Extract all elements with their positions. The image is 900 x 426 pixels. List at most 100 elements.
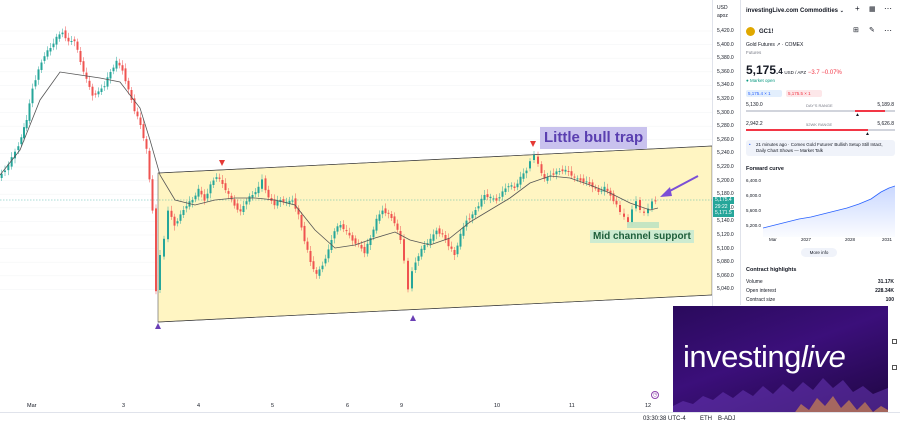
price-chart[interactable] bbox=[0, 0, 712, 412]
candle-body bbox=[324, 258, 327, 264]
time-tick-label: 5 bbox=[271, 403, 275, 409]
fc-tick-0: 6,400.0 bbox=[746, 178, 762, 183]
time-axis[interactable]: Mar 3 4 5 6 9 10 11 12 bbox=[0, 400, 712, 414]
chevron-down-icon[interactable]: ⌄ bbox=[839, 8, 844, 14]
replay-icon[interactable]: ◷ bbox=[651, 391, 659, 399]
candle-body bbox=[103, 86, 106, 88]
instrument-type: Futures bbox=[746, 50, 762, 55]
contract-highlights-title: Contract highlights bbox=[746, 267, 797, 273]
toolbar-icon-2[interactable] bbox=[892, 365, 897, 370]
volume-label: Volume bbox=[746, 279, 763, 285]
status-bar: 03:30:38 UTC-4 ETH B-ADJ bbox=[0, 412, 900, 426]
candle-body bbox=[7, 164, 10, 171]
candle-body bbox=[282, 199, 285, 203]
candle-body bbox=[567, 171, 570, 172]
time-tick-label: Mar bbox=[27, 403, 37, 409]
candle-body bbox=[603, 186, 606, 192]
candle-body bbox=[333, 231, 336, 239]
week52-high: 5,626.8 bbox=[877, 121, 894, 127]
candle-body bbox=[251, 195, 254, 198]
symbol-name[interactable]: GC1! bbox=[759, 29, 774, 35]
second-price-tag: 5,171.5 bbox=[713, 210, 734, 217]
symbol-details-panel: investingLive.com Commodities ⌄ + ▦ ⋯ GC… bbox=[740, 0, 900, 305]
candle-body bbox=[492, 198, 495, 200]
candle-body bbox=[0, 173, 3, 178]
forward-curve-chart[interactable] bbox=[763, 175, 895, 237]
candle-body bbox=[561, 169, 564, 172]
candle-body bbox=[351, 235, 354, 241]
candle-body bbox=[600, 190, 603, 192]
toolbar-icon-1[interactable] bbox=[892, 339, 897, 344]
edit-icon[interactable]: ✎ bbox=[869, 27, 875, 34]
fc-tick-3: 5,200.0 bbox=[746, 223, 762, 228]
candle-body bbox=[179, 214, 182, 221]
candle-body bbox=[407, 260, 409, 290]
candle-body bbox=[459, 233, 462, 247]
candle-body bbox=[522, 173, 525, 179]
week52-low: 2,942.2 bbox=[746, 121, 763, 127]
candle-body bbox=[342, 224, 345, 230]
candle-body bbox=[513, 186, 516, 188]
status-time[interactable]: 03:30:38 UTC-4 bbox=[643, 416, 686, 422]
candle-body bbox=[61, 32, 64, 35]
days-range-label: DAY'S RANGE bbox=[806, 103, 833, 108]
grid-icon[interactable]: ⊞ bbox=[853, 27, 859, 34]
status-adjustment[interactable]: B-ADJ bbox=[718, 416, 736, 422]
more-icon-2[interactable]: ⋯ bbox=[884, 26, 892, 35]
candle-body bbox=[594, 187, 597, 189]
logo-part-investing: investing bbox=[683, 339, 801, 374]
candle-body bbox=[591, 182, 594, 188]
candle-body bbox=[525, 170, 528, 174]
candle-body bbox=[185, 206, 188, 209]
candle-body bbox=[67, 37, 70, 42]
days-range-bar bbox=[746, 110, 895, 112]
candle-body bbox=[148, 150, 151, 180]
pointer-arrow-shaft bbox=[665, 175, 699, 194]
candle-body bbox=[623, 213, 625, 217]
status-session[interactable]: ETH bbox=[700, 416, 712, 422]
external-link-icon[interactable]: ↗ · bbox=[776, 42, 785, 48]
candle-body bbox=[124, 68, 127, 82]
price-tick-label: 5,040.0 bbox=[717, 286, 734, 293]
candle-body bbox=[453, 250, 456, 255]
candle-body bbox=[200, 190, 203, 195]
candle-body bbox=[639, 200, 641, 210]
candle-body bbox=[40, 62, 43, 70]
candle-body bbox=[546, 176, 549, 181]
more-icon[interactable]: ⋯ bbox=[884, 4, 892, 13]
candle-body bbox=[254, 192, 257, 195]
price-fraction: .4 bbox=[776, 67, 783, 76]
ask-box[interactable]: 5,175.5 × 1 bbox=[786, 90, 822, 97]
days-range-fill bbox=[855, 110, 885, 112]
days-range-high: 5,189.8 bbox=[877, 102, 894, 108]
watchlist-name[interactable]: investingLive.com Commodities bbox=[746, 8, 839, 14]
candle-body bbox=[233, 199, 236, 206]
fc-x-1: 2027 bbox=[801, 237, 812, 242]
candle-body bbox=[73, 39, 76, 42]
layout-icon[interactable]: ▦ bbox=[869, 6, 876, 13]
candle-body bbox=[372, 229, 375, 238]
candle-body bbox=[121, 65, 124, 71]
candle-body bbox=[387, 212, 390, 214]
bid-box[interactable]: 5,175.4 × 1 bbox=[746, 90, 782, 97]
candle-body bbox=[477, 206, 480, 209]
candle-body bbox=[130, 90, 133, 100]
news-item[interactable]: • 21 minutes ago · Comex Gold Futures' B… bbox=[746, 140, 895, 156]
price-tick-label: 5,240.0 bbox=[717, 150, 734, 157]
candle-body bbox=[31, 88, 34, 104]
more-info-button[interactable]: More info bbox=[801, 248, 837, 257]
candle-body bbox=[573, 176, 576, 178]
candle-body bbox=[182, 210, 185, 215]
price-tick-label: 5,280.0 bbox=[717, 123, 734, 130]
candle-body bbox=[393, 216, 396, 224]
candle-body bbox=[403, 239, 405, 261]
last-price-countdown: 29:22 bbox=[713, 204, 730, 211]
watchlist-header[interactable]: investingLive.com Commodities ⌄ bbox=[746, 8, 894, 14]
candle-body bbox=[133, 98, 136, 112]
candle-body bbox=[588, 182, 591, 184]
price-tick-label: 5,060.0 bbox=[717, 272, 734, 279]
forward-curve-title: Forward curve bbox=[746, 166, 784, 172]
chart-area[interactable]: Little bull trap Mid channel support Mar… bbox=[0, 0, 712, 412]
add-icon[interactable]: + bbox=[855, 4, 860, 13]
bull-trap-label: Little bull trap bbox=[540, 127, 648, 149]
